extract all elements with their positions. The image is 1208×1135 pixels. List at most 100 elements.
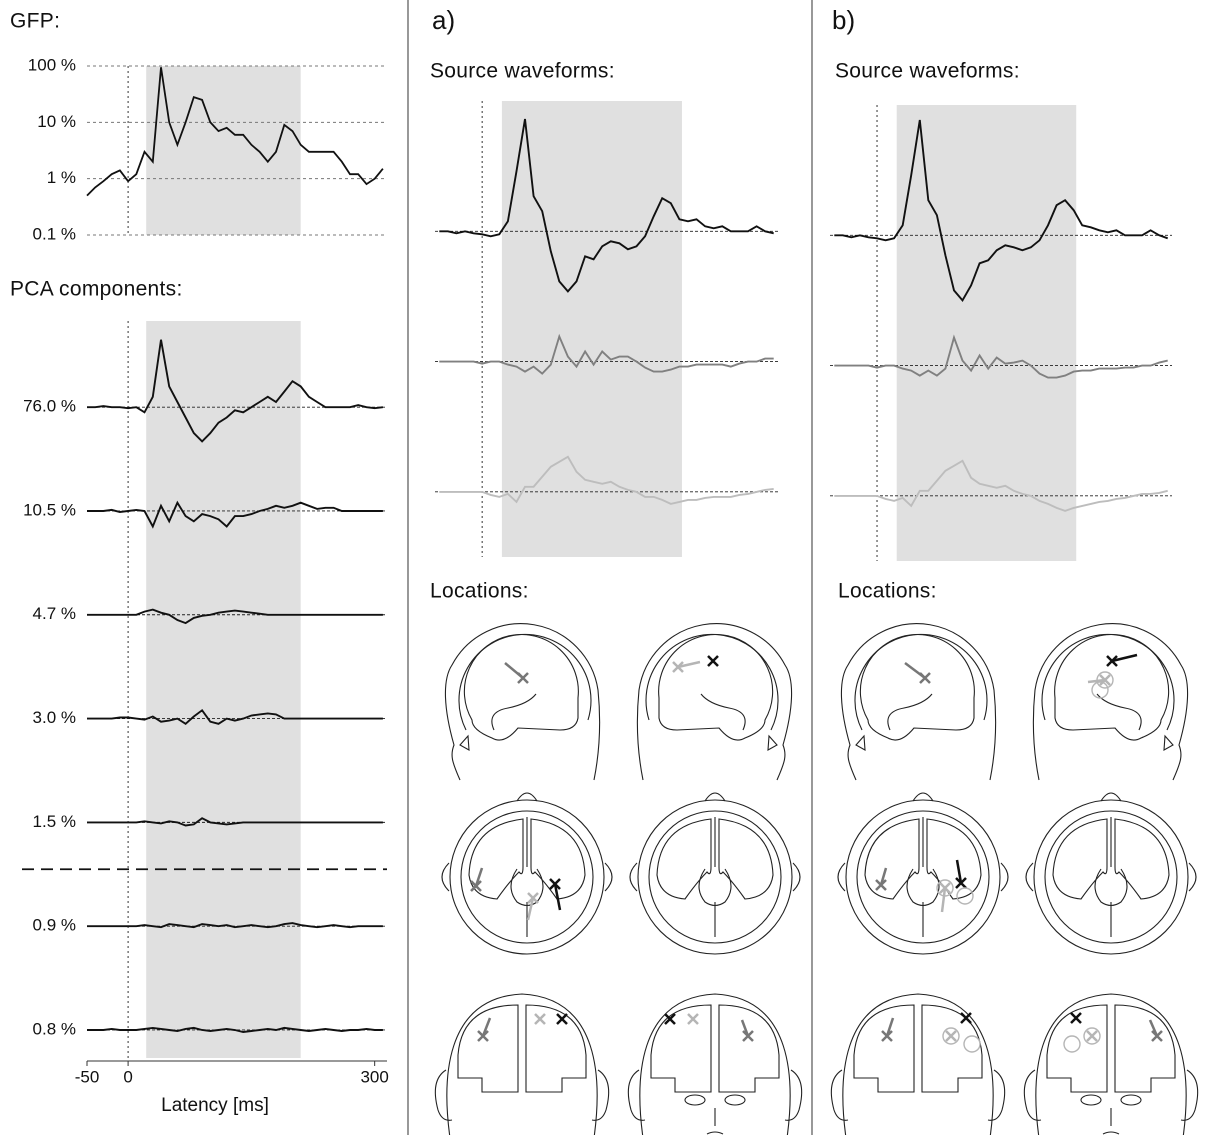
sulcus [888,694,932,730]
hemisphere [1053,819,1107,899]
eye [725,1095,745,1105]
hemisphere [458,1005,518,1092]
ear [1024,1070,1041,1120]
hemisphere [854,1005,914,1092]
trace-label: 4.7 % [33,604,76,623]
hemisphere [922,1005,982,1092]
section-title: Locations: [838,580,937,603]
x-axis-label: Latency [ms] [161,1095,269,1116]
y-tick-label: 100 % [28,55,76,74]
head-outline [637,624,791,780]
hemisphere [1115,1005,1175,1092]
cerebellum [907,869,939,906]
y-tick-label: 0.1 % [33,224,76,243]
hemisphere [526,1005,586,1092]
hemisphere [1115,819,1169,899]
trace-label: 0.9 % [33,916,76,935]
analysis-window [502,101,682,557]
dipole-uncertainty [1064,1036,1080,1052]
ear [785,1070,802,1120]
ear [838,863,845,891]
cerebellum [511,869,543,906]
nose [1103,1108,1119,1134]
chart-title: GFP: [10,10,60,33]
chart-title: Source waveforms: [430,60,615,83]
eye [1121,1095,1141,1105]
dipole-location [518,673,528,683]
head-outline [1033,624,1187,780]
hemisphere [657,819,711,899]
trace-label: 1.5 % [33,812,76,831]
x-tick-label: 0 [123,1067,132,1086]
cerebellum [699,869,731,906]
dipole-location [946,1031,956,1041]
trace-label: 3.0 % [33,708,76,727]
eye [685,1095,705,1105]
ear [592,1070,609,1120]
hemisphere [719,1005,779,1092]
ear [605,863,612,891]
scalp-line [646,634,778,730]
dipole-location [557,1014,567,1024]
figure: a) b) Locations: Locations: GFP:0.1 %1 %… [0,0,1208,1135]
y-tick-label: 10 % [37,112,76,131]
analysis-window [146,321,301,1058]
dipole-location [535,1014,545,1024]
ear [628,1070,645,1120]
hemisphere [927,819,981,899]
ear [988,1070,1005,1120]
trace-label: 76.0 % [23,397,76,416]
head-outline [445,624,599,780]
page: a) b) Locations: Locations: GFP:0.1 %1 %… [0,0,1208,1135]
head-view [435,994,608,1135]
head-view [841,624,995,780]
dipole-location [1087,1031,1097,1041]
head-view [637,624,791,780]
x-tick-label: -50 [75,1067,100,1086]
dipole-location [961,1013,971,1023]
head-view [445,624,599,780]
ear [442,863,449,891]
ear [793,863,800,891]
head-view [1024,994,1197,1135]
head-view [630,793,800,954]
dipole-location [688,1014,698,1024]
ear [1164,736,1173,750]
panel-label: b) [832,5,855,35]
ear [1181,1070,1198,1120]
head-outline [447,994,597,1135]
head-view [628,994,801,1135]
dipole-location [1071,1013,1081,1023]
brain-outline [1055,635,1169,741]
chart-title: Source waveforms: [835,60,1020,83]
dipole-location [708,656,718,666]
ear [856,736,865,750]
analysis-window [146,66,301,235]
ear [768,736,777,750]
sulcus [492,694,536,730]
ear [435,1070,452,1120]
dipole-location [478,1031,488,1041]
nose [707,1108,723,1134]
trace-label: 0.8 % [33,1019,76,1038]
head-view [1026,793,1196,954]
head-view [831,994,1004,1135]
ear [460,736,469,750]
dipole-location [1152,1031,1162,1041]
brain-outline [659,635,773,741]
panel-label: a) [432,5,455,35]
head-view [1033,624,1187,780]
dipole-uncertainty [964,1036,980,1052]
ear [630,863,637,891]
head-view [442,793,612,954]
brain-outline [464,635,578,741]
scalp-line [459,634,591,730]
analysis-window [897,105,1077,561]
ear [1001,863,1008,891]
sulcus [701,694,745,730]
trace-label: 10.5 % [23,500,76,519]
y-tick-label: 1 % [47,168,76,187]
dipole-location [920,673,930,683]
ear [1026,863,1033,891]
eye [1081,1095,1101,1105]
